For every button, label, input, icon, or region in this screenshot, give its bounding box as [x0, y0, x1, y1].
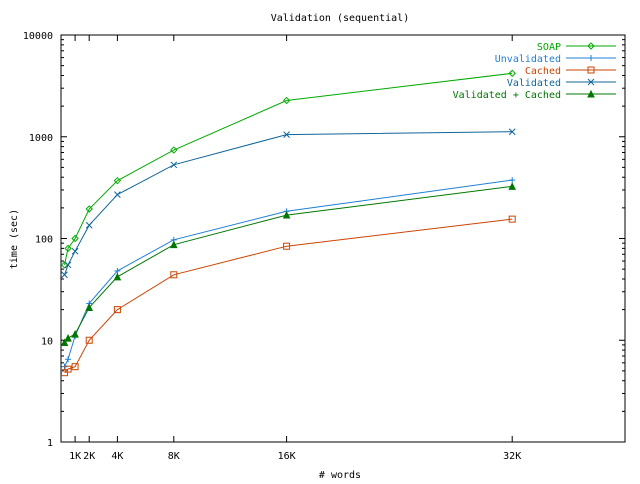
cross-marker-b	[71, 247, 79, 255]
data-point-validated-cached	[282, 210, 291, 219]
cross-marker-b	[283, 131, 290, 138]
x-axis-label: # words	[319, 470, 361, 480]
legend-marker	[588, 55, 594, 61]
legend-marker	[587, 89, 595, 98]
data-point-validated	[283, 131, 290, 138]
x-tick-label: 1K	[69, 451, 81, 462]
data-point-cached	[64, 365, 72, 373]
y-tick-label: 10	[41, 336, 53, 347]
data-point-validated	[508, 128, 516, 136]
legend-label: SOAP	[537, 42, 561, 53]
cross-marker-b	[61, 271, 68, 279]
data-point-validated	[61, 271, 68, 279]
y-tick-label: 1	[47, 438, 53, 449]
series-unvalidated	[61, 177, 516, 370]
y-tick-label: 1000	[29, 133, 53, 144]
data-point-soap	[85, 205, 93, 213]
data-point-validated-cached	[508, 182, 517, 190]
x-tick-label: 2K	[83, 451, 95, 462]
y-tick-label: 100	[35, 235, 53, 246]
cross-marker-b	[170, 161, 178, 169]
data-point-soap	[508, 69, 516, 78]
legend-label: Unvalidated	[495, 54, 561, 65]
cross-marker-b	[587, 78, 595, 86]
data-point-soap	[64, 244, 72, 253]
data-point-cached	[170, 271, 178, 279]
data-point-soap	[113, 176, 122, 185]
data-point-validated-cached	[113, 272, 122, 281]
data-point-validated-cached	[60, 338, 69, 347]
cross-marker-b	[85, 221, 93, 229]
data-point-cached	[85, 336, 93, 344]
axes-group: 1K 2K 4K 8K 16K 32K 1 10 100 1000 10000	[23, 31, 625, 462]
legend-item-validated-cached: Validated + Cached	[453, 89, 616, 101]
series-cached	[61, 215, 516, 377]
chart-title: Validation (sequential)	[271, 13, 409, 24]
data-point-validated-cached	[71, 329, 79, 338]
y-tick-label: 10000	[23, 31, 53, 42]
data-point-validated	[114, 191, 121, 198]
data-point-cached	[71, 363, 79, 371]
legend: SOAPUnvalidatedCachedValidatedValidated …	[453, 42, 616, 101]
x-tick-label: 32K	[503, 451, 521, 462]
data-point-validated	[64, 261, 72, 269]
legend-item-cached: Cached	[525, 66, 616, 77]
legend-item-soap: SOAP	[537, 42, 616, 53]
legend-label: Validated + Cached	[453, 90, 561, 101]
data-point-unvalidated	[65, 356, 72, 363]
data-point-cached	[113, 306, 121, 314]
series-validated-cached	[60, 182, 517, 347]
legend-item-validated: Validated	[507, 78, 616, 89]
legend-marker	[587, 78, 595, 86]
cross-marker-b	[64, 261, 72, 269]
data-point-soap	[170, 146, 178, 154]
series-line-validated-cached	[64, 185, 513, 343]
series-group	[60, 69, 517, 377]
data-point-validated-cached	[64, 333, 72, 342]
x-tick-label: 8K	[168, 451, 180, 462]
series-validated	[61, 128, 516, 279]
data-point-validated	[71, 247, 79, 255]
legend-item-unvalidated: Unvalidated	[495, 54, 616, 65]
cross-marker-b	[508, 128, 516, 136]
data-point-validated	[170, 161, 178, 169]
x-tick-label: 16K	[278, 451, 296, 462]
series-line-cached	[64, 218, 513, 374]
legend-marker	[587, 66, 595, 74]
legend-marker	[587, 42, 595, 50]
series-line-validated	[64, 131, 513, 275]
legend-label: Validated	[507, 78, 561, 89]
data-point-cached	[283, 242, 291, 250]
cross-marker-b	[114, 191, 121, 198]
data-point-soap	[282, 96, 291, 105]
series-line-unvalidated	[64, 179, 513, 367]
x-tick-label: 4K	[111, 451, 123, 462]
data-point-validated-cached	[85, 303, 94, 311]
data-point-validated-cached	[169, 240, 178, 249]
series-soap	[60, 69, 516, 269]
data-point-unvalidated	[509, 177, 516, 184]
data-point-validated	[85, 221, 93, 229]
data-point-cached	[61, 369, 69, 377]
y-axis-label: time (sec)	[9, 209, 20, 269]
legend-label: Cached	[525, 66, 561, 77]
data-point-unvalidated	[61, 363, 68, 370]
data-point-cached	[508, 215, 516, 223]
data-point-soap	[71, 234, 79, 243]
